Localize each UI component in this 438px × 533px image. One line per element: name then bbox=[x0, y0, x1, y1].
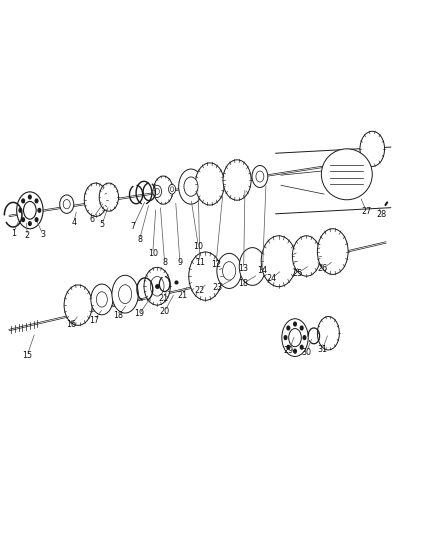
Ellipse shape bbox=[99, 183, 118, 211]
Ellipse shape bbox=[144, 268, 170, 305]
Ellipse shape bbox=[64, 285, 92, 325]
Ellipse shape bbox=[317, 317, 339, 350]
Text: 5: 5 bbox=[99, 220, 104, 229]
Text: 31: 31 bbox=[317, 344, 327, 353]
Ellipse shape bbox=[188, 252, 222, 300]
Text: 22: 22 bbox=[194, 286, 205, 295]
Text: 12: 12 bbox=[210, 260, 221, 269]
Ellipse shape bbox=[150, 277, 164, 296]
Text: 17: 17 bbox=[89, 316, 99, 325]
Ellipse shape bbox=[184, 177, 198, 196]
Ellipse shape bbox=[317, 229, 347, 274]
Text: 16: 16 bbox=[66, 320, 76, 329]
Ellipse shape bbox=[261, 236, 296, 287]
Text: 21: 21 bbox=[177, 290, 187, 300]
Text: 27: 27 bbox=[360, 207, 371, 216]
Ellipse shape bbox=[38, 208, 41, 212]
Ellipse shape bbox=[28, 222, 31, 225]
Ellipse shape bbox=[288, 328, 300, 346]
Ellipse shape bbox=[153, 176, 173, 204]
Text: 7: 7 bbox=[130, 222, 135, 231]
Ellipse shape bbox=[152, 185, 161, 198]
Text: 28: 28 bbox=[375, 210, 385, 219]
Ellipse shape bbox=[22, 199, 25, 203]
Ellipse shape bbox=[293, 322, 296, 326]
Ellipse shape bbox=[60, 195, 74, 213]
Text: 18: 18 bbox=[238, 279, 248, 288]
Ellipse shape bbox=[239, 248, 265, 285]
Ellipse shape bbox=[300, 345, 302, 349]
Ellipse shape bbox=[251, 166, 267, 188]
Text: 15: 15 bbox=[22, 351, 32, 360]
Circle shape bbox=[321, 149, 371, 200]
Ellipse shape bbox=[155, 188, 159, 195]
Ellipse shape bbox=[359, 131, 384, 166]
Ellipse shape bbox=[91, 284, 113, 315]
Text: 6: 6 bbox=[89, 215, 95, 223]
Ellipse shape bbox=[300, 326, 302, 330]
Text: 10: 10 bbox=[193, 242, 203, 251]
Text: 1: 1 bbox=[11, 229, 16, 238]
Text: 4: 4 bbox=[71, 218, 76, 227]
Ellipse shape bbox=[178, 169, 203, 204]
Ellipse shape bbox=[168, 184, 175, 194]
Ellipse shape bbox=[195, 163, 224, 205]
Ellipse shape bbox=[112, 275, 138, 313]
Ellipse shape bbox=[22, 218, 25, 222]
Text: 19: 19 bbox=[134, 310, 145, 318]
Text: 2: 2 bbox=[25, 231, 30, 240]
Text: 11: 11 bbox=[194, 257, 204, 266]
Text: 21: 21 bbox=[158, 294, 168, 303]
Text: 14: 14 bbox=[257, 265, 267, 274]
Text: 18: 18 bbox=[113, 311, 123, 320]
Ellipse shape bbox=[222, 262, 235, 280]
Ellipse shape bbox=[283, 336, 286, 340]
Ellipse shape bbox=[35, 199, 38, 203]
Text: 24: 24 bbox=[265, 274, 276, 284]
Ellipse shape bbox=[84, 183, 107, 216]
Text: 3: 3 bbox=[40, 230, 46, 239]
Ellipse shape bbox=[286, 326, 289, 330]
Text: 8: 8 bbox=[137, 235, 142, 244]
Ellipse shape bbox=[216, 253, 241, 288]
Text: 23: 23 bbox=[212, 283, 222, 292]
Text: 20: 20 bbox=[159, 307, 170, 316]
Ellipse shape bbox=[292, 236, 320, 276]
Ellipse shape bbox=[35, 218, 38, 222]
Text: 25: 25 bbox=[292, 269, 302, 278]
Text: 30: 30 bbox=[301, 348, 311, 357]
Ellipse shape bbox=[28, 195, 31, 199]
Ellipse shape bbox=[286, 345, 289, 349]
Text: 13: 13 bbox=[238, 264, 248, 273]
Ellipse shape bbox=[223, 160, 251, 200]
Ellipse shape bbox=[303, 336, 305, 340]
Ellipse shape bbox=[24, 201, 36, 219]
Text: 26: 26 bbox=[317, 264, 327, 273]
Text: 8: 8 bbox=[162, 259, 167, 268]
Ellipse shape bbox=[255, 171, 263, 182]
Ellipse shape bbox=[17, 192, 43, 229]
Ellipse shape bbox=[293, 349, 296, 353]
Text: 10: 10 bbox=[148, 249, 157, 258]
Ellipse shape bbox=[63, 199, 70, 209]
Ellipse shape bbox=[19, 208, 21, 212]
Text: 9: 9 bbox=[177, 259, 182, 268]
Text: 29: 29 bbox=[283, 346, 293, 356]
Ellipse shape bbox=[170, 187, 173, 192]
Ellipse shape bbox=[96, 292, 107, 307]
Ellipse shape bbox=[281, 319, 307, 357]
